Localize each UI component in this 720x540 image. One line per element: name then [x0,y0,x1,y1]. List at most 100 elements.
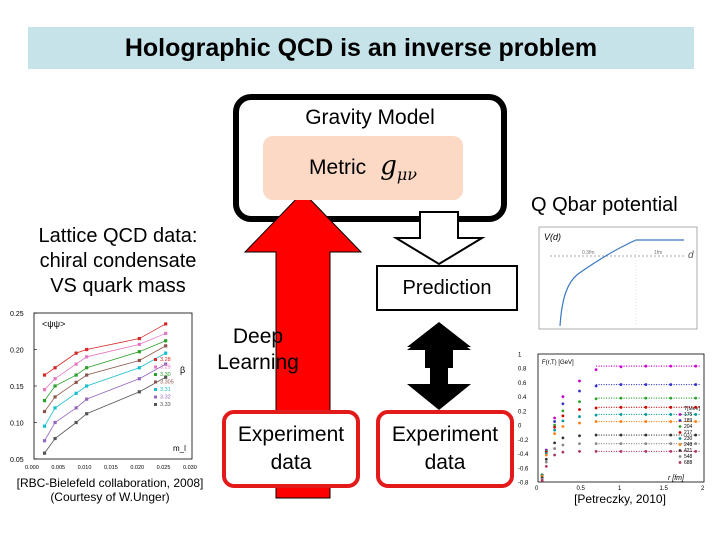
lattice-line-1: Lattice QCD data: [38,225,198,247]
title-bar: Holographic QCD is an inverse problem [28,27,694,69]
right-plot-point [644,450,648,453]
right-plot-point [578,450,581,453]
left-plot-series-line [44,376,166,454]
right-plot-point [644,405,648,409]
left-plot-legend-label: 3.31 [160,387,171,393]
left-plot-legend-label: 3.28 [160,357,171,363]
prediction-label: Prediction [402,276,492,299]
left-plot-point [74,362,78,366]
left-plot-xlabel: m_l [173,444,186,453]
right-plot-point [594,433,598,437]
right-plot-point [619,383,623,386]
left-plot-point [85,366,89,370]
left-plot-point [85,412,89,416]
left-plot-point [85,397,89,401]
left-plot-xtick: 0.010 [78,465,92,471]
right-plot-legend-label: 189 [684,418,693,424]
right-plot-point [578,442,581,445]
right-plot-point [644,420,648,423]
right-plot-legend-marker [678,461,682,464]
right-plot-point [561,443,565,447]
experiment-left-line-2: data [270,451,312,474]
right-plot-ytick: 0 [518,424,522,430]
right-plot-point [594,442,598,445]
left-plot-point [85,384,89,388]
left-plot-point [164,375,168,379]
right-plot-point [669,405,673,409]
right-plot-point [669,420,673,423]
left-plot-point [137,336,141,341]
left-plot-legend-label: 3.29 [160,365,171,371]
right-plot-legend-label: 204 [684,424,693,430]
left-plot-point [137,390,141,394]
metric-label: Metric [309,156,367,179]
left-plot-xtick: 0.005 [51,465,65,471]
right-plot-point [694,405,698,409]
qq-plot-tick-1: 0.3fm [582,250,595,256]
right-plot-point [544,460,548,464]
right-plot-point [619,433,623,437]
right-plot-point [694,396,698,400]
right-plot-point [669,413,673,416]
left-plot-point [164,351,168,355]
left-plot-point [137,358,141,363]
right-plot-point [644,364,648,368]
qq-plot-title: V(d) [544,232,561,242]
left-plot-legend-marker [154,403,157,406]
left-plot-point [53,406,57,410]
comparison-arrow-shaft [430,345,448,385]
left-plot-point [74,420,78,425]
right-plot-point [578,408,581,411]
deep-learning-line-1: Deep [232,325,284,348]
left-plot-point [164,331,168,336]
right-plot-point [694,433,698,437]
lattice-qcd-label: Lattice QCD data: chiral condensate VS q… [18,224,218,299]
right-plot-point [669,396,673,400]
deep-learning-label: Deep Learning [208,324,308,376]
right-plot-point [561,414,565,418]
right-plot-legend-label: 548 [684,454,693,460]
free-energy-plot: F(r,T) [GeV] r [fm] T[MeV] 1 0.8 0.6 0.4 0.2… [516,350,708,494]
prediction-box: Prediction [376,265,518,311]
left-plot-point [53,420,57,425]
right-plot-point [644,383,648,386]
right-plot-legend-label: 248 [684,442,693,448]
right-plot-point [561,450,565,454]
right-plot-point [619,413,623,416]
right-plot-point [619,442,623,445]
left-plot-frame [33,312,193,460]
right-plot-point [540,479,544,482]
right-plot-ytick: 0.2 [518,409,527,415]
right-plot-point [561,425,565,428]
left-plot-point [74,351,78,355]
right-plot-point [644,433,648,437]
left-plot-ytick: 0.20 [10,348,24,355]
left-plot-point [53,384,57,388]
right-plot-point [694,442,698,445]
left-plot-point [85,373,89,377]
right-plot-legend-marker [678,425,682,428]
left-plot-legend-marker [154,358,157,361]
left-plot-point [42,451,47,455]
right-plot-point [578,379,581,383]
experiment-data-left: Experiment data [222,410,360,488]
right-plot-legend-label: 230 [684,436,693,442]
right-plot-ytick: -0.4 [518,452,529,458]
right-plot-point [553,441,556,445]
right-plot-xtick: 1.5 [660,486,669,492]
experiment-right-line-1: Experiment [391,423,499,446]
metric-box: Metric gμν [263,136,463,200]
citation-left: [RBC-Bielefeld collaboration, 2008] (Cou… [2,476,218,504]
left-plot-point [137,366,141,370]
left-plot-point [85,355,89,359]
right-plot-point [544,453,548,457]
right-plot-point [553,428,556,432]
left-plot-point [164,344,168,348]
left-plot-point [74,380,78,384]
left-plot-legend-marker [154,365,157,369]
right-plot-legend-marker [678,443,682,446]
right-plot-point [644,442,648,445]
right-plot-point [644,396,648,400]
left-plot-series-line [44,323,166,376]
comparison-arrow-bottom-head [407,384,471,410]
